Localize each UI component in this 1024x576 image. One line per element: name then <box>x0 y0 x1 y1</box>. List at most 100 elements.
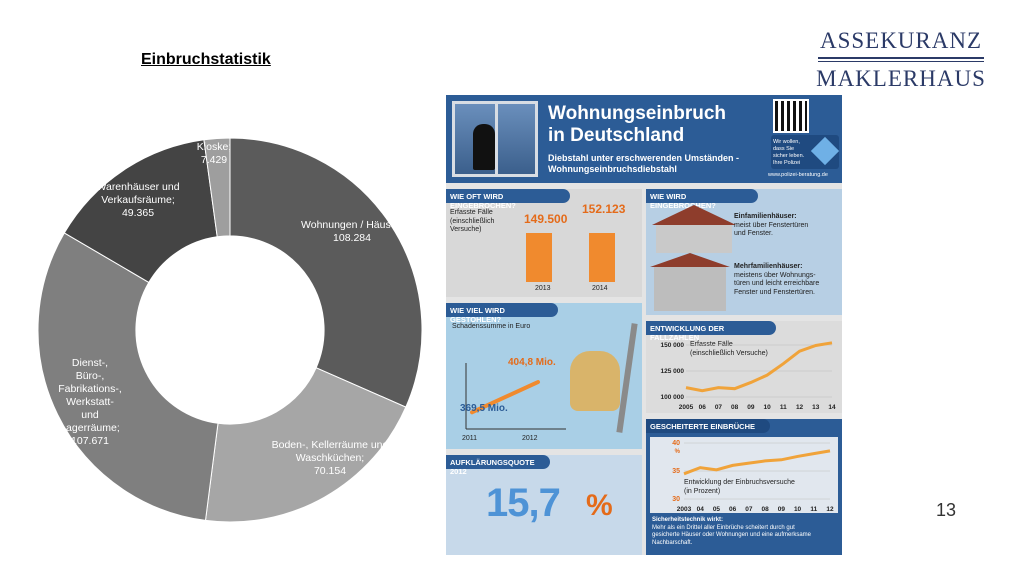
money-bag-icon <box>570 351 620 411</box>
multi-house-icon <box>654 267 726 311</box>
trend-caption: Erfasste Fälle (einschließlich Versuche) <box>690 341 768 358</box>
stolen-label-2011: 369,5 Mio. <box>460 403 508 414</box>
donut-label-3: Warenhäuser und Verkaufsräume; 49.365 <box>96 181 179 219</box>
failed-note: Sicherheitstechnik wirkt: Mehr als ein D… <box>652 517 811 547</box>
trend-caption-line-1: Erfasste Fälle <box>690 341 733 348</box>
failed-caption: Entwicklung der Einbruchsversuche (in Pr… <box>684 479 795 496</box>
donut-label-0: Wohnungen / Häuser; 108.284 <box>301 219 403 244</box>
police-text-line-3: sicher leben. <box>773 153 805 159</box>
failed-x-tick-1: 04 <box>697 506 705 513</box>
donut-label-1-line-1: Waschküchen; <box>296 452 364 464</box>
donut-label-4-line-1: 7.429 <box>201 154 227 166</box>
trend-x-tick-2: 07 <box>715 404 723 411</box>
trend-y-tick-1: 125 000 <box>661 368 685 375</box>
logo-line-2: MAKLERHAUS <box>816 66 986 91</box>
trend-x-tick-4: 09 <box>747 404 755 411</box>
trend-x-tick-3: 08 <box>731 404 739 411</box>
panel-how-often: WIE OFT WIRD EINGEBROCHEN? Erfasste Fäll… <box>446 189 642 297</box>
failed-y-tick-1: 35 <box>672 468 680 475</box>
stolen-line-chart <box>465 363 566 430</box>
donut-slice-3 <box>63 139 218 284</box>
failed-x-tick-4: 07 <box>745 506 753 513</box>
panel-how-often-heading: WIE OFT WIRD EINGEBROCHEN? <box>446 189 570 210</box>
single-house-line-1: meist über Fenstertüren <box>734 221 809 229</box>
page-number: 13 <box>936 500 957 520</box>
trend-line-chart: 150 000 125 000 100 000 2005 06 07 08 09 10 11 12 1… <box>661 341 836 411</box>
company-logo: ASSEKURANZ MAKLERHAUS <box>812 28 990 92</box>
donut-slice-1 <box>204 367 407 523</box>
donut-label-2-line-4: und <box>81 409 99 421</box>
police-star-icon <box>810 136 840 166</box>
trend-x-tick-5: 10 <box>763 404 771 411</box>
donut-slice-4 <box>203 137 231 238</box>
donut-label-2: Dienst-, Büro-, Fabrikations-, Werkstatt-un… <box>58 357 122 447</box>
failed-y-tick-0: 40 <box>672 440 680 447</box>
stolen-year-2012: 2012 <box>522 435 538 442</box>
donut-label-4: Kioske; 7.429 <box>197 141 231 166</box>
donut-label-0-line-1: 108.284 <box>333 232 371 244</box>
donut-label-1-line-0: Boden-, Kellerräume und <box>272 439 389 451</box>
single-house-text: Einfamilienhäuser: meist über Fenstertür… <box>734 213 808 239</box>
failed-caption-line-2: (in Prozent) <box>684 487 721 495</box>
stolen-year-2011: 2011 <box>462 435 478 442</box>
multi-house-line-1: meistens über Wohnungs- <box>734 271 816 279</box>
trend-x-tick-8: 13 <box>812 404 820 411</box>
bar-2013 <box>526 233 552 282</box>
trend-y-tick-2: 100 000 <box>661 394 685 401</box>
year-label-2013: 2013 <box>535 285 551 292</box>
failed-x-tick-5: 08 <box>761 506 769 513</box>
donut-label-2-line-6: 107.671 <box>71 435 109 447</box>
burglar-window-illustration <box>452 101 538 177</box>
panel-clearance-heading: AUFKLÄRUNGSQUOTE 2012 <box>446 455 550 476</box>
infographic: Wohnungseinbruch in Deutschland Diebstah… <box>446 95 842 555</box>
panel-how-entered-heading: WIE WIRD EINGEBROCHEN? <box>646 189 758 210</box>
failed-chart-area <box>650 437 838 513</box>
donut-label-3-line-1: Verkaufsräume; <box>101 194 175 206</box>
panel-failed-heading: GESCHEITERTE EINBRÜCHE <box>646 419 770 433</box>
stolen-series-line <box>470 380 540 415</box>
failed-x-tick-0: 2003 <box>677 506 692 513</box>
how-often-caption-line-2: (einschließlich <box>450 217 495 225</box>
clearance-percent: % <box>586 489 613 522</box>
single-house-icon <box>656 225 732 253</box>
donut-label-2-line-5: Lagerräume; <box>60 422 120 434</box>
burglar-silhouette <box>473 124 495 170</box>
single-house-roof <box>652 205 736 225</box>
donut-label-1: Boden-, Kellerräume und Waschküchen; 70.15… <box>272 439 389 477</box>
police-text-line-1: Wir wollen, <box>773 139 800 145</box>
panel-trend: ENTWICKLUNG DER FALLZAHLEN Erfasste Fäll… <box>646 321 842 413</box>
donut-label-3-line-0: Warenhäuser und <box>96 181 179 193</box>
panel-stolen: WIE VIEL WIRD GESTOHLEN? Schadenssumme i… <box>446 303 642 449</box>
failed-series-line <box>683 449 831 476</box>
logo-rule <box>818 57 984 62</box>
bar-label-2013: 149.500 <box>524 212 568 226</box>
panel-clearance: AUFKLÄRUNGSQUOTE 2012 15,7 % <box>446 455 642 555</box>
clearance-number: 15,7 <box>486 481 561 525</box>
failed-line-chart: 40 35 30% 2003 04 05 06 07 08 09 10 11 12 <box>672 440 834 513</box>
infographic-title-line-1: Wohnungseinbruch <box>548 103 727 124</box>
police-badge: Wir wollen, dass Sie sicher leben. Ihre … <box>771 135 840 169</box>
how-often-caption: Erfasste Fälle (einschließlich Versuche) <box>450 209 494 235</box>
bar-2014 <box>589 232 615 282</box>
failed-x-tick-8: 11 <box>810 506 817 513</box>
panel-failed: GESCHEITERTE EINBRÜCHE 40 35 30% 2003 04 05 06… <box>646 419 842 555</box>
donut-chart: Wohnungen / Häuser; 108.284 Boden-, Keller… <box>37 137 423 523</box>
failed-x-tick-6: 09 <box>778 506 786 513</box>
failed-caption-line-1: Entwicklung der Einbruchsversuche <box>684 479 795 486</box>
bar-label-2014: 152.123 <box>582 202 626 216</box>
donut-label-2-line-3: Werkstatt- <box>66 396 114 408</box>
year-label-2014: 2014 <box>592 285 608 292</box>
infographic-title: Wohnungseinbruch in Deutschland <box>548 103 726 147</box>
single-house-title: Einfamilienhäuser: <box>734 213 797 220</box>
failed-note-line-4: Nachbarschaft. <box>652 539 693 546</box>
stolen-caption: Schadenssumme in Euro <box>452 323 531 330</box>
panel-trend-heading: ENTWICKLUNG DER FALLZAHLEN <box>646 321 776 342</box>
panel-stolen-heading: WIE VIEL WIRD GESTOHLEN? <box>446 303 558 324</box>
failed-y-tick-2: 30 <box>672 496 680 503</box>
trend-x-tick-9: 14 <box>828 404 836 411</box>
how-often-caption-line-1: Erfasste Fälle <box>450 209 493 216</box>
donut-label-2-line-1: Büro-, <box>76 370 105 382</box>
donut-label-2-line-2: Fabrikations-, <box>58 383 122 395</box>
donut-label-1-line-2: 70.154 <box>314 465 346 477</box>
multi-house-line-3: Fenster und Fenstertüren. <box>734 288 815 296</box>
